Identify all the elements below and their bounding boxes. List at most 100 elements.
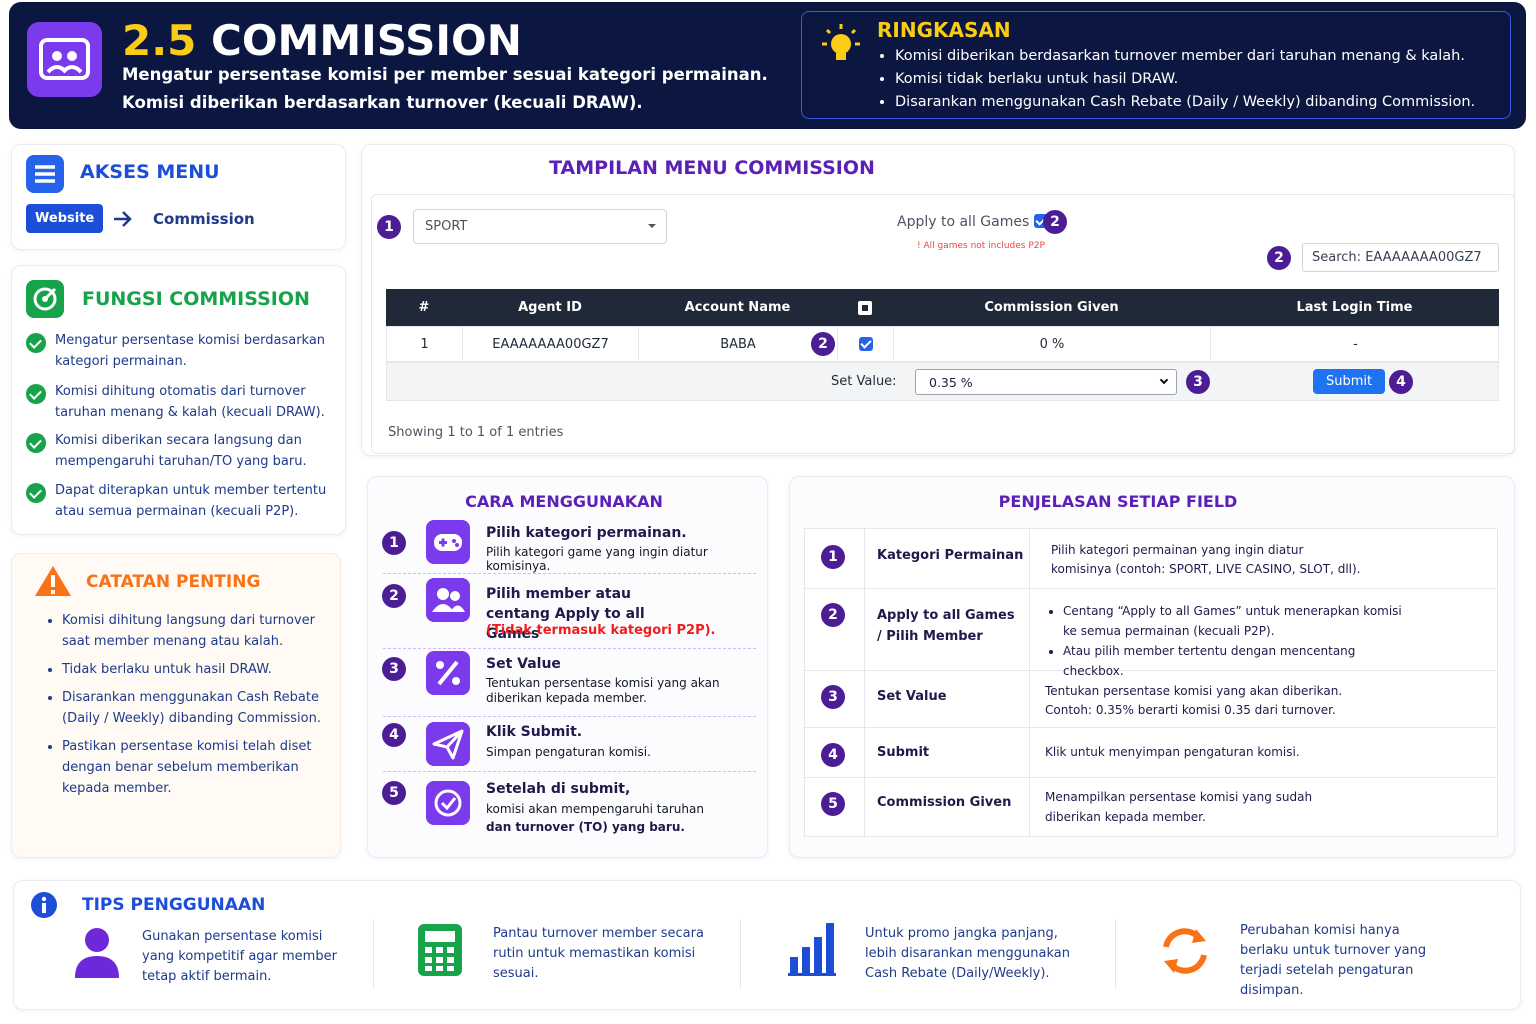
- percent-icon: [426, 651, 470, 695]
- fields-title: PENJELASAN SETIAP FIELD: [998, 492, 1238, 511]
- decoration: [850, 28, 857, 35]
- field-desc: Klik untuk menyimpan pengaturan komisi.: [1045, 745, 1300, 759]
- header-title: 2.5 COMMISSION: [122, 16, 522, 65]
- decoration: [434, 789, 462, 817]
- decoration: [814, 937, 822, 973]
- decoration: [440, 797, 457, 811]
- check-icon: [26, 384, 46, 404]
- bulb-icon: [822, 24, 860, 60]
- website-button[interactable]: Website: [26, 204, 104, 233]
- category-select[interactable]: SPORT: [413, 209, 667, 244]
- field-name: Apply to all Games / Pilih Member: [877, 608, 1015, 644]
- calculator-icon: [418, 924, 462, 976]
- step-badge: 4: [1389, 370, 1413, 394]
- header-line: Komisi diberikan berdasarkan turnover (k…: [122, 93, 643, 112]
- search-box[interactable]: Search: EAAAAAAA00GZ7: [1302, 243, 1499, 272]
- tips: TIPS PENGGUNAAN Gunakan persentase komis…: [13, 880, 1521, 1010]
- decoration: [452, 539, 456, 543]
- summary-item: Disarankan menggunakan Cash Rebate (Dail…: [895, 91, 1475, 114]
- decoration: [825, 28, 832, 35]
- field-desc-list: Centang “Apply to all Games” untuk mener…: [1045, 601, 1405, 681]
- tip-text: Perubahan komisi hanya berlaku untuk tur…: [1240, 923, 1427, 998]
- decoration: [788, 973, 836, 976]
- decoration: [822, 24, 860, 46]
- summary-list: Komisi diberikan berdasarkan turnover me…: [877, 45, 1475, 114]
- cell: -: [1353, 336, 1358, 352]
- decoration: [46, 65, 83, 74]
- header-cell: Agent ID: [518, 300, 582, 315]
- refresh-icon: [1163, 928, 1207, 974]
- field-name: Submit: [877, 745, 930, 760]
- decoration: [1192, 929, 1206, 943]
- decoration: [858, 300, 872, 315]
- arrow: [114, 211, 132, 227]
- functions: FUNGSI COMMISSION Mengatur persentase ko…: [11, 265, 346, 535]
- decoration: [42, 903, 46, 913]
- decoration: [27, 22, 102, 97]
- check-icon: [26, 433, 46, 453]
- decoration: [51, 575, 55, 587]
- gamepad-icon: [426, 520, 470, 564]
- step-badge: 2: [811, 332, 835, 356]
- step-badge: 3: [382, 657, 406, 681]
- decoration: [437, 660, 459, 686]
- decoration: [425, 947, 454, 971]
- menu-icon: [26, 155, 64, 193]
- decoration: [1159, 375, 1169, 385]
- step-badge: 5: [382, 781, 406, 805]
- decoration: [43, 287, 57, 301]
- note-item: Tidak berlaku untuk hasil DRAW.: [62, 659, 329, 680]
- step-desc: Pilih kategori game yang ingin diatur ko…: [486, 545, 708, 573]
- step-desc: komisi akan mempengaruhi taruhan: [486, 802, 704, 816]
- commission-link[interactable]: Commission: [153, 210, 255, 228]
- decoration: [450, 591, 460, 601]
- function-item: Mengatur persentase komisi berdasarkan k…: [55, 333, 326, 369]
- decoration: [425, 931, 455, 942]
- function-item: Komisi dihitung otomatis dari turnover t…: [55, 384, 325, 420]
- menu-access-title: AKSES MENU: [80, 161, 220, 183]
- bar-chart-icon: [788, 923, 836, 976]
- send-icon: [426, 722, 470, 766]
- step-note: (Tidak termasuk kategori P2P).: [486, 623, 716, 638]
- header: 2.5 COMMISSION Mengatur persentase komis…: [9, 2, 1526, 129]
- step-title: Pilih kategori permainan.: [486, 525, 687, 541]
- decoration: [805, 727, 1497, 728]
- submit-button[interactable]: Submit: [1313, 369, 1386, 394]
- step-desc: Simpan pengaturan komisi.: [486, 745, 651, 759]
- title-number: 2.5: [122, 16, 197, 65]
- set-value-select[interactable]: 0.35 %: [915, 369, 1177, 395]
- decoration: [805, 777, 1497, 778]
- apply-all[interactable]: Apply to all Games: [897, 214, 1048, 230]
- decoration: [425, 957, 432, 963]
- menu-access: AKSES MENU Website Commission: [11, 144, 346, 250]
- row-checkbox[interactable]: [838, 327, 894, 361]
- header-cell: Account Name: [684, 300, 791, 315]
- decoration: [437, 588, 449, 600]
- step-title: Setelah di submit,: [486, 781, 631, 797]
- decoration: [445, 729, 464, 749]
- decoration: [41, 896, 47, 902]
- decoration: [447, 966, 454, 971]
- decoration: [1115, 919, 1116, 989]
- decoration: [436, 947, 443, 953]
- cell: 1: [387, 327, 463, 361]
- step-badge: 2: [1043, 210, 1067, 234]
- field-name: Commission Given: [877, 795, 1012, 810]
- fields-table: 1 Kategori Permainan Pilih kategori perm…: [804, 528, 1498, 837]
- decoration: [434, 534, 462, 551]
- cell: EAAAAAAA00GZ7: [463, 327, 639, 361]
- set-value: 0.35 %: [929, 375, 973, 390]
- decoration: [805, 670, 1497, 671]
- select-caret: [648, 224, 656, 232]
- decoration: [425, 966, 432, 971]
- screen-title: TAMPILAN MENU COMMISSION: [549, 157, 875, 179]
- check-circle-icon: [426, 781, 470, 825]
- step-badge: 1: [382, 531, 406, 555]
- fields: PENJELASAN SETIAP FIELD 1 Kategori Perma…: [789, 476, 1515, 858]
- step-desc-bold: dan turnover (TO) yang baru.: [486, 820, 685, 834]
- note-item: Disarankan menggunakan Cash Rebate (Dail…: [62, 687, 329, 729]
- header-checkbox[interactable]: [837, 289, 893, 326]
- table-row: 1 EAAAAAAA00GZ7 BABA 2 0 % -: [386, 326, 1499, 362]
- decoration: [788, 923, 836, 976]
